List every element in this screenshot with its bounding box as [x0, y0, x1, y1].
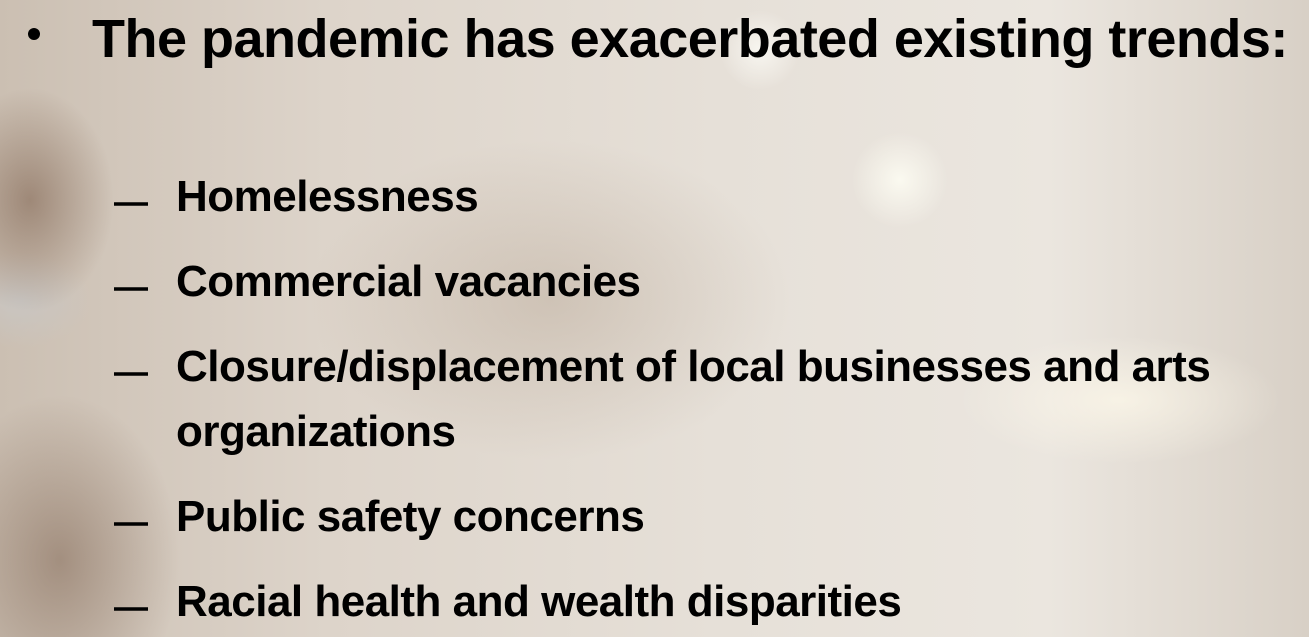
bullet-dot	[28, 28, 40, 40]
bullet-text: The pandemic has exacerbated existing tr…	[92, 0, 1302, 79]
sub-item: Homelessness	[176, 164, 1301, 229]
sub-item: Commercial vacancies	[176, 249, 1301, 314]
sub-item: Racial health and wealth disparities	[176, 569, 1301, 634]
sub-item: Public safety concerns	[176, 484, 1301, 549]
sub-item: Closure/displacement of local businesses…	[176, 334, 1301, 464]
slide: The pandemic has exacerbated existing tr…	[0, 0, 1309, 637]
